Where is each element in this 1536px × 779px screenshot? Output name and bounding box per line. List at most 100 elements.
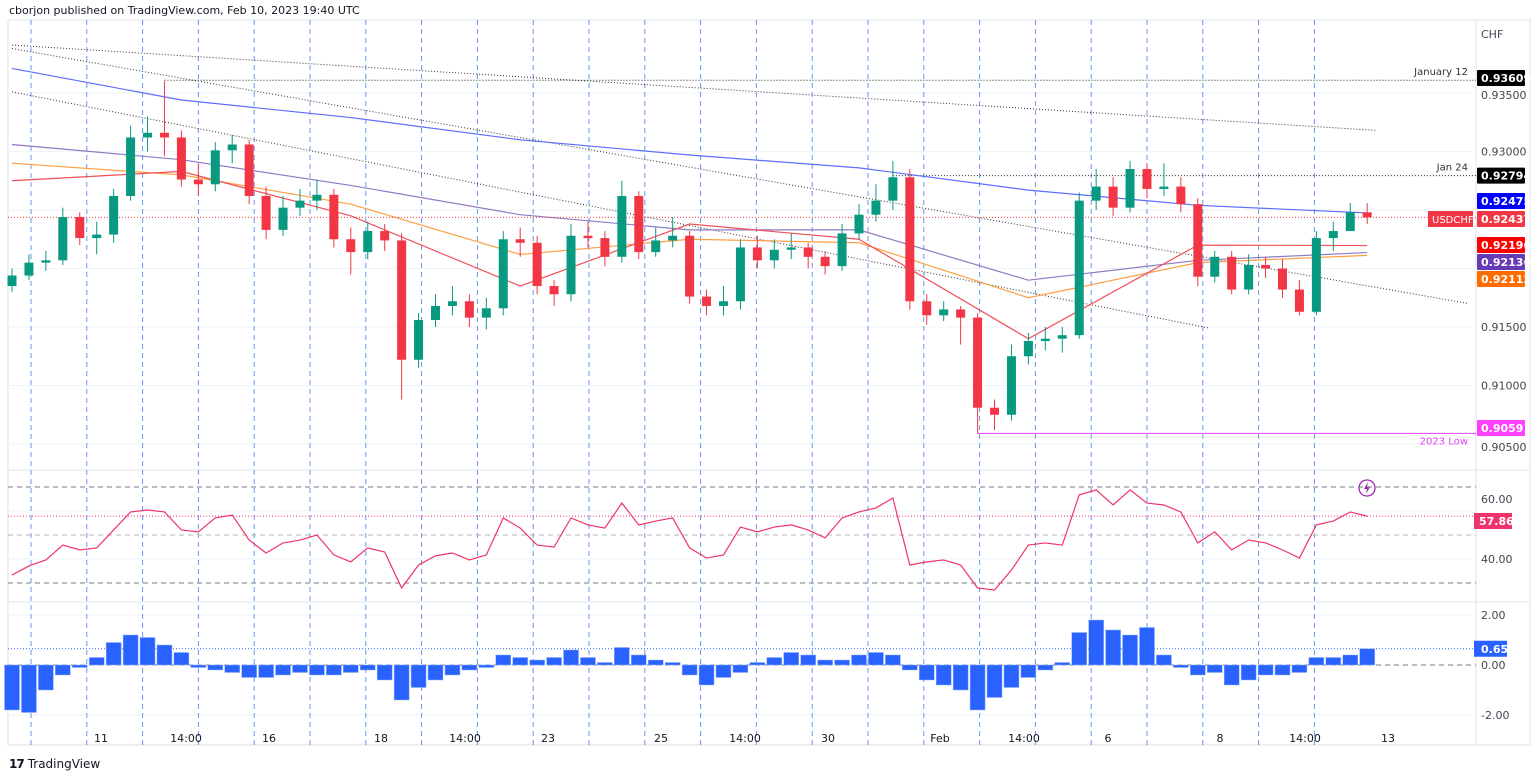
candle-body bbox=[1244, 264, 1254, 290]
level-value-badge: 0.92794 bbox=[1481, 170, 1531, 183]
macd-histogram-bar bbox=[393, 664, 410, 701]
candle-body bbox=[769, 249, 779, 261]
candle-body bbox=[447, 301, 457, 306]
macd-histogram-bar bbox=[478, 664, 495, 668]
candle bbox=[1345, 202, 1355, 232]
candle bbox=[363, 221, 373, 260]
candle-body bbox=[1091, 186, 1101, 201]
tradingview-footer[interactable]: 17 TradingView bbox=[9, 757, 100, 771]
candle-body bbox=[752, 247, 762, 261]
candle-body bbox=[210, 150, 220, 185]
candle bbox=[837, 224, 847, 271]
time-axis-label: 30 bbox=[821, 732, 835, 745]
macd-histogram-bar bbox=[444, 664, 461, 676]
candle-body bbox=[1261, 264, 1271, 269]
macd-histogram-bar bbox=[935, 664, 952, 686]
candle-body bbox=[1328, 231, 1338, 239]
macd-histogram-bar bbox=[546, 657, 562, 666]
candle-body bbox=[1210, 256, 1220, 277]
candle bbox=[752, 235, 762, 269]
ma200-value-badge: 0.92475 bbox=[1481, 195, 1531, 208]
time-axis-label: 14:00 bbox=[449, 732, 481, 745]
macd-histogram-bar bbox=[105, 642, 122, 666]
macd-histogram-bar bbox=[326, 664, 342, 676]
candle-body bbox=[126, 137, 136, 196]
candle bbox=[159, 81, 169, 157]
candle bbox=[261, 186, 271, 240]
symbol-badge: USDCHF bbox=[1432, 215, 1474, 226]
candle-body bbox=[973, 317, 983, 408]
candle-body bbox=[549, 286, 559, 295]
time-axis-label: 16 bbox=[262, 732, 276, 745]
candle-body bbox=[176, 137, 186, 180]
macd-histogram-bar bbox=[1156, 654, 1172, 666]
candle-body bbox=[600, 238, 610, 257]
candle-body bbox=[532, 242, 542, 287]
candle bbox=[803, 242, 813, 269]
level-value-badge-bg bbox=[1477, 420, 1525, 436]
macd-histogram-bar bbox=[1088, 619, 1104, 666]
macd-histogram-bar bbox=[1325, 657, 1342, 666]
time-axis-label: 23 bbox=[541, 732, 555, 745]
ma20-value-badge: 0.92196 bbox=[1481, 239, 1531, 252]
candle bbox=[431, 294, 440, 327]
macd-histogram-bar bbox=[1139, 627, 1155, 666]
macd-histogram-bar bbox=[275, 664, 291, 676]
macd-histogram-bar bbox=[376, 664, 393, 681]
candle-body bbox=[735, 247, 745, 302]
rsi-line bbox=[11, 489, 1368, 591]
level-label: 2023 Low bbox=[1420, 436, 1468, 447]
candle bbox=[1159, 163, 1169, 196]
macd-axis-label: 2.00 bbox=[1481, 609, 1506, 622]
macd-histogram-bar bbox=[868, 652, 884, 666]
candle-body bbox=[380, 231, 390, 241]
candle-body bbox=[702, 296, 712, 306]
candle bbox=[888, 160, 898, 210]
candle bbox=[1294, 280, 1304, 316]
macd-histogram-bar bbox=[749, 662, 766, 666]
candle bbox=[481, 297, 491, 330]
trendline bbox=[11, 91, 1210, 329]
candle-body bbox=[651, 240, 661, 253]
price-axis-label: 0.93500 bbox=[1481, 89, 1527, 102]
macd-histogram-bar bbox=[614, 647, 630, 666]
macd-histogram-bar bbox=[343, 664, 359, 673]
macd-histogram-bar bbox=[1037, 664, 1054, 671]
ma200-line bbox=[11, 67, 1368, 214]
macd-histogram-bar bbox=[88, 657, 105, 666]
candle bbox=[532, 235, 542, 295]
candle bbox=[956, 305, 966, 345]
macd-histogram-bar bbox=[1003, 664, 1020, 688]
time-axis-label: 13 bbox=[1381, 732, 1395, 745]
candle bbox=[41, 250, 51, 271]
candle-body bbox=[685, 235, 695, 297]
macd-histogram-bar bbox=[1122, 634, 1138, 666]
macd-histogram-bar bbox=[495, 654, 512, 666]
candle bbox=[905, 169, 915, 310]
candle bbox=[126, 125, 136, 201]
candle bbox=[973, 312, 983, 434]
candle-body bbox=[75, 217, 85, 239]
candle bbox=[651, 227, 661, 257]
candle bbox=[109, 188, 119, 243]
macd-histogram-bar bbox=[732, 664, 749, 673]
candle-body bbox=[1057, 335, 1067, 339]
time-axis-label: 6 bbox=[1105, 732, 1112, 745]
candle bbox=[414, 312, 424, 368]
candle-body bbox=[346, 239, 356, 253]
macd-histogram-bar bbox=[72, 664, 88, 668]
level-value-badge: 0.93609 bbox=[1481, 72, 1531, 85]
candle bbox=[92, 221, 102, 255]
candle-body bbox=[481, 308, 491, 318]
macd-histogram-bar bbox=[241, 664, 257, 678]
candle bbox=[854, 204, 864, 240]
candle-body bbox=[1006, 356, 1016, 415]
candle bbox=[922, 294, 932, 325]
candle bbox=[346, 227, 356, 275]
candle bbox=[244, 139, 254, 205]
candle-body bbox=[1193, 204, 1203, 277]
rsi-axis-label: 60.00 bbox=[1481, 493, 1513, 506]
time-axis-label: 14:00 bbox=[1289, 732, 1321, 745]
candle-body bbox=[498, 239, 508, 309]
